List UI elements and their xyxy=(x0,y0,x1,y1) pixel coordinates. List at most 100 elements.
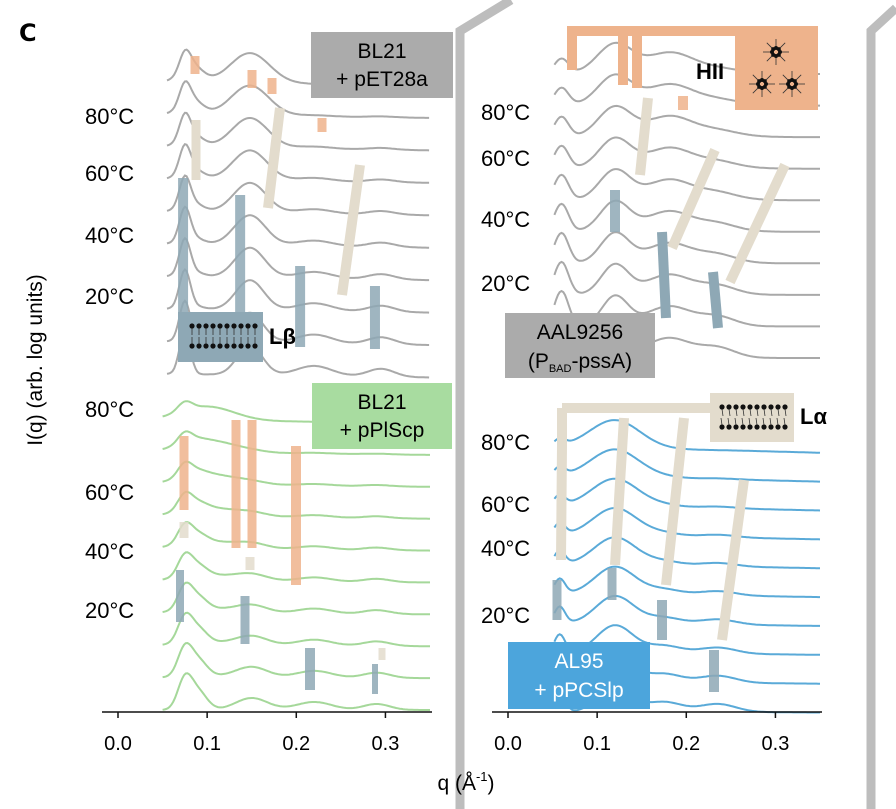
temp-label-40: 40°C xyxy=(85,223,134,248)
temp-label-20: 20°C xyxy=(85,598,134,623)
lipid-head xyxy=(754,404,760,410)
lipid-head xyxy=(775,404,781,410)
temperature-labels-bottom-left: 80°C 60°C 40°C 20°C xyxy=(85,397,134,623)
lbeta-marker xyxy=(708,271,723,329)
lbeta-marker xyxy=(305,648,315,690)
lalpha-marker xyxy=(635,97,653,176)
lalpha-inset-box xyxy=(710,393,794,442)
lipid-tail xyxy=(727,408,731,426)
lipid-head xyxy=(203,343,209,349)
x-axis-title-close: ) xyxy=(488,772,495,795)
lalpha-marker xyxy=(378,648,386,660)
lalpha-phase-inset: Lα xyxy=(710,393,827,442)
hii-marker xyxy=(247,420,257,548)
lipid-head xyxy=(762,79,767,84)
temp-label-20: 20°C xyxy=(85,284,134,309)
saxs-curve xyxy=(166,330,430,379)
lalpha-marker xyxy=(667,147,720,251)
x-tick-label: 0.3 xyxy=(372,733,400,755)
lipid-head xyxy=(231,323,237,329)
lbeta-marker xyxy=(295,266,306,347)
lipid-head xyxy=(252,343,258,349)
y-axis-title: I(q) (arb. log units) xyxy=(24,274,47,446)
lipid-head xyxy=(775,424,781,430)
temp-label-20: 20°C xyxy=(481,271,530,296)
saxs-curve xyxy=(553,289,820,328)
saxs-curve xyxy=(553,448,820,483)
lipid-head xyxy=(761,404,767,410)
strain-label-line-2: (PBAD-pssA) xyxy=(528,350,632,375)
lipid-head xyxy=(733,424,739,430)
phase-label-hii: HII xyxy=(696,59,724,84)
x-tick-label: 0.0 xyxy=(104,733,132,755)
temp-label-80: 80°C xyxy=(85,104,134,129)
lipid-head xyxy=(761,424,767,430)
panel-al95-ppcslp xyxy=(552,403,821,714)
lalpha-marker xyxy=(556,417,749,641)
strain-label-box xyxy=(311,32,453,98)
lipid-head xyxy=(733,404,739,410)
lipid-head xyxy=(217,343,223,349)
hii-marker xyxy=(231,420,241,548)
lipid-head xyxy=(196,323,202,329)
lbeta-marker xyxy=(657,600,667,640)
lipid-head xyxy=(719,404,725,410)
lipid-head xyxy=(719,424,725,430)
lipid-head xyxy=(245,323,251,329)
lipid-head xyxy=(776,47,781,52)
lipid-tail xyxy=(776,408,780,426)
strain-label-line-1: BL21 xyxy=(357,40,406,63)
lipid-tail xyxy=(741,408,745,426)
lipid-head xyxy=(189,323,195,329)
temp-label-60: 60°C xyxy=(481,146,530,171)
lipid-head xyxy=(740,404,746,410)
x-axis-title-sup: -1 xyxy=(476,769,488,784)
lipid-head xyxy=(782,424,788,430)
lipid-tail xyxy=(783,408,787,426)
lipid-head xyxy=(196,343,202,349)
lipid-head xyxy=(238,343,244,349)
hii-marker xyxy=(190,56,200,74)
saxs-curve xyxy=(553,231,820,265)
lbeta-marker xyxy=(610,190,620,232)
hii-marker xyxy=(179,436,189,510)
temp-label-40: 40°C xyxy=(85,539,134,564)
x-axis-title-main: q (Å xyxy=(437,772,476,795)
lipid-head xyxy=(203,323,209,329)
hii-bracket xyxy=(567,26,735,88)
saxs-curve xyxy=(162,641,430,680)
lipid-head xyxy=(224,343,230,349)
lbeta-marker xyxy=(176,570,184,622)
x-axis-left: 0.0 0.1 0.2 0.3 xyxy=(102,711,432,755)
lalpha-marker xyxy=(337,164,365,296)
temp-label-40: 40°C xyxy=(481,536,530,561)
temperature-labels-bottom-right: 80°C 60°C 40°C 20°C xyxy=(481,430,530,628)
lbeta-marker xyxy=(178,178,189,330)
lipid-head xyxy=(747,404,753,410)
saxs-curve xyxy=(553,419,821,454)
saxs-curve xyxy=(553,136,820,170)
x-tick-label: 0.2 xyxy=(672,733,700,755)
lipid-tail xyxy=(755,408,759,426)
strain-label-line-2: + pPlScp xyxy=(340,419,425,442)
hii-marker xyxy=(247,70,257,88)
lipid-head xyxy=(210,323,216,329)
x-tick-label: 0.1 xyxy=(193,733,221,755)
temp-label-60: 60°C xyxy=(85,480,134,505)
lipid-head xyxy=(224,323,230,329)
saxs-curve xyxy=(553,477,821,512)
strain-label-bl21-pet28a: BL21 + pET28a xyxy=(311,32,453,98)
lipid-head xyxy=(754,424,760,430)
saxs-curve xyxy=(553,594,820,627)
lipid-head xyxy=(238,323,244,329)
lipid-head xyxy=(726,424,732,430)
lipid-head xyxy=(792,79,797,84)
saxs-curve xyxy=(553,536,820,570)
x-tick-label: 0.3 xyxy=(762,733,790,755)
panel-letter: C xyxy=(19,19,37,47)
strain-label-al95-ppcslp: AL95 + pPCSlp xyxy=(508,642,650,709)
lipid-head xyxy=(782,404,788,410)
saxs-curve xyxy=(553,260,820,296)
x-tick-label: 0.1 xyxy=(583,733,611,755)
saxs-curve xyxy=(553,624,820,656)
